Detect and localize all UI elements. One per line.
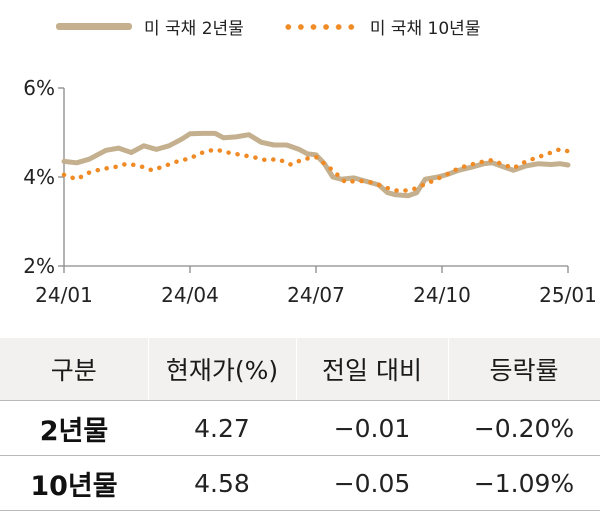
chart-area: 미 국채 2년물 미 국채 10년물 6% 4% 2% 24/01 24/04 24/07… <box>23 14 597 307</box>
table-cell: 4.58 <box>148 455 296 511</box>
legend: 미 국채 2년물 미 국채 10년물 <box>56 14 518 39</box>
table-cell: −0.05 <box>296 455 448 511</box>
table-cell: 4.27 <box>148 400 296 456</box>
table-cell: −0.20% <box>448 400 600 456</box>
x-tick-label: 25/01 <box>539 283 597 307</box>
y-tick-label: 6% <box>23 76 55 100</box>
x-tick-label: 24/10 <box>413 283 471 307</box>
table-header: 등락률 <box>448 338 600 401</box>
series-line-10y <box>61 147 571 194</box>
table-cell: −1.09% <box>448 455 600 511</box>
x-tick-label: 24/01 <box>35 283 93 307</box>
table-cell: 10년물 <box>0 455 148 511</box>
line-chart: 6% 4% 2% 24/01 24/04 24/07 24/10 25/01 <box>23 76 597 307</box>
legend-label-10y: 미 국채 10년물 <box>369 19 481 39</box>
table-header: 구분 <box>0 338 149 401</box>
y-tick-label: 2% <box>23 254 55 278</box>
legend-label-2y: 미 국채 2년물 <box>144 19 244 39</box>
table-row: 2년물 4.27 −0.01 −0.20% <box>0 400 600 456</box>
table-header: 전일 대비 <box>296 338 449 401</box>
table-cell: −0.01 <box>296 400 448 456</box>
table-header: 현재가(%) <box>148 338 297 401</box>
legend-swatch-solid <box>56 23 132 30</box>
legend-item-10y: 미 국채 10년물 <box>281 14 481 39</box>
table-header-row: 구분 현재가(%) 전일 대비 등락률 <box>0 338 600 401</box>
yield-table: 구분 현재가(%) 전일 대비 등락률 2년물 4.27 −0.01 −0.20… <box>0 338 600 511</box>
table-row: 10년물 4.58 −0.05 −1.09% <box>0 455 600 511</box>
x-tick-label: 24/07 <box>287 283 345 307</box>
x-tick-label: 24/04 <box>161 283 219 307</box>
table-cell: 2년물 <box>0 400 148 456</box>
series-line-2y <box>61 130 571 199</box>
y-tick-label: 4% <box>23 165 55 189</box>
legend-item-2y: 미 국채 2년물 <box>56 14 244 39</box>
legend-swatch-dotted <box>281 22 358 31</box>
